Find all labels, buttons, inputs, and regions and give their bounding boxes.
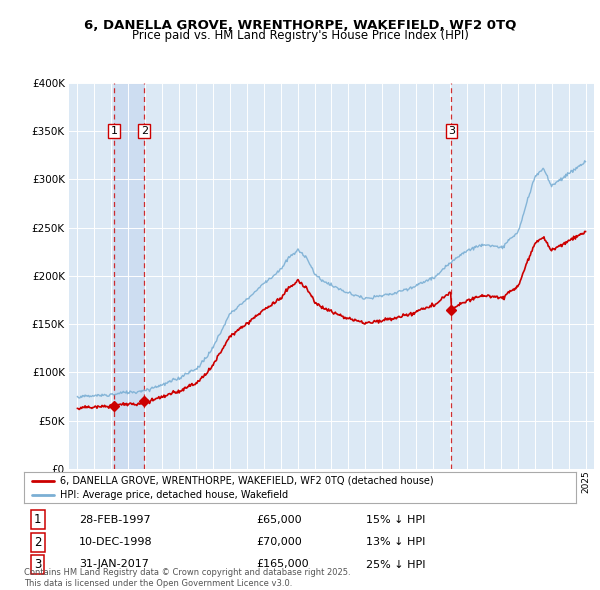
Text: 1: 1 xyxy=(110,126,118,136)
Text: 2: 2 xyxy=(34,536,41,549)
Text: 2: 2 xyxy=(140,126,148,136)
Text: 6, DANELLA GROVE, WRENTHORPE, WAKEFIELD, WF2 0TQ (detached house): 6, DANELLA GROVE, WRENTHORPE, WAKEFIELD,… xyxy=(60,476,434,486)
Text: 3: 3 xyxy=(448,126,455,136)
Bar xyxy=(114,83,144,469)
Text: £65,000: £65,000 xyxy=(256,515,301,525)
Text: Price paid vs. HM Land Registry's House Price Index (HPI): Price paid vs. HM Land Registry's House … xyxy=(131,30,469,42)
Text: 3: 3 xyxy=(34,558,41,571)
Text: 13% ↓ HPI: 13% ↓ HPI xyxy=(366,537,425,547)
Text: 6, DANELLA GROVE, WRENTHORPE, WAKEFIELD, WF2 0TQ: 6, DANELLA GROVE, WRENTHORPE, WAKEFIELD,… xyxy=(84,19,516,32)
Text: 25% ↓ HPI: 25% ↓ HPI xyxy=(366,559,426,569)
Text: Contains HM Land Registry data © Crown copyright and database right 2025.
This d: Contains HM Land Registry data © Crown c… xyxy=(24,568,350,588)
Text: £165,000: £165,000 xyxy=(256,559,308,569)
Text: 10-DEC-1998: 10-DEC-1998 xyxy=(79,537,153,547)
Text: HPI: Average price, detached house, Wakefield: HPI: Average price, detached house, Wake… xyxy=(60,490,288,500)
Text: £70,000: £70,000 xyxy=(256,537,302,547)
Text: 31-JAN-2017: 31-JAN-2017 xyxy=(79,559,149,569)
Text: 28-FEB-1997: 28-FEB-1997 xyxy=(79,515,151,525)
Text: 15% ↓ HPI: 15% ↓ HPI xyxy=(366,515,425,525)
Text: 1: 1 xyxy=(34,513,41,526)
